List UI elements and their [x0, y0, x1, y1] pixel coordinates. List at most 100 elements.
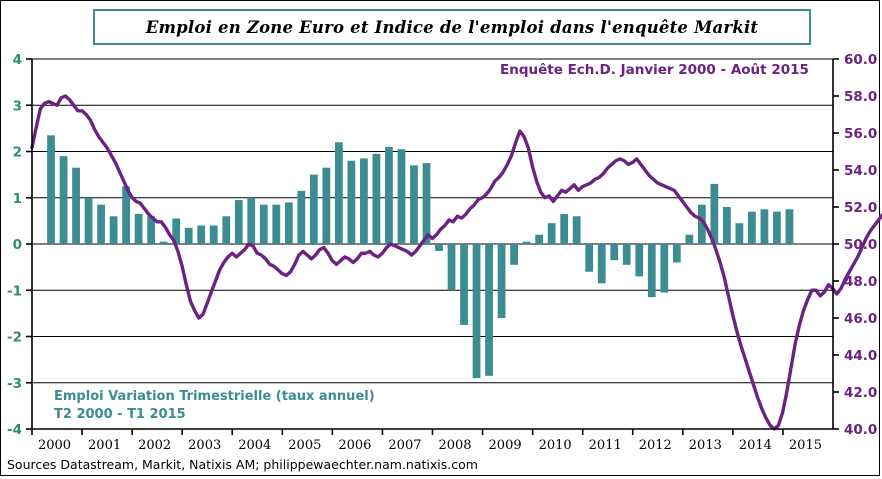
bar [197, 225, 206, 244]
bar [785, 209, 794, 244]
x-axis-tick-label: 2008 [438, 438, 471, 453]
bar [284, 202, 293, 244]
x-axis-tick-label: 2007 [388, 438, 421, 453]
bar [97, 204, 105, 244]
bar [560, 213, 569, 244]
right-axis-tick-label: 42.0 [844, 385, 877, 401]
bar [447, 244, 456, 291]
bar [510, 244, 518, 265]
right-axis-tick-label: 54.0 [844, 163, 877, 179]
bar [72, 167, 80, 244]
right-axis-tick-label: 40.0 [844, 422, 877, 438]
left-axis-tick-label: 1 [13, 191, 22, 207]
bar [234, 200, 243, 244]
bar [147, 216, 156, 244]
bar [748, 211, 756, 244]
bar [572, 216, 581, 244]
bar [222, 216, 231, 244]
bar [535, 234, 544, 244]
bar [372, 153, 381, 244]
bars-legend-line2: T2 2000 - T1 2015 [54, 407, 186, 422]
bar [635, 244, 644, 277]
survey-index-line [30, 94, 882, 431]
bar [672, 244, 681, 263]
left-axis-tick-label: -2 [7, 330, 22, 346]
bar [697, 204, 706, 244]
left-axis-tick-label: 4 [13, 52, 22, 68]
bar [735, 223, 744, 244]
right-axis-tick-label: 56.0 [844, 126, 877, 142]
bar [660, 244, 669, 293]
bar [485, 244, 493, 376]
x-axis-tick-label: 2015 [789, 438, 822, 453]
right-axis-tick-label: 58.0 [844, 89, 877, 105]
bar [547, 223, 556, 244]
x-axis-tick-label: 2006 [338, 438, 371, 453]
bar [322, 167, 331, 244]
x-axis-tick-label: 2003 [188, 438, 221, 453]
x-axis-tick-label: 2014 [739, 438, 772, 453]
bar [773, 211, 781, 244]
bars-legend-line1: Emploi Variation Trimestrielle (taux ann… [54, 389, 375, 404]
right-axis-tick-label: 60.0 [844, 52, 877, 68]
bar [685, 234, 694, 244]
bar [335, 142, 343, 244]
bar [309, 174, 318, 244]
bar [159, 241, 168, 244]
bar [385, 146, 393, 244]
right-axis-tick-label: 44.0 [844, 348, 877, 364]
bar [460, 244, 468, 325]
x-axis-tick-label: 2012 [639, 438, 672, 453]
source-note: Sources Datastream, Markit, Natixis AM; … [7, 457, 478, 472]
bar [134, 213, 143, 244]
bar [722, 207, 731, 244]
left-axis-tick-label: 2 [13, 145, 22, 161]
bar [184, 227, 193, 244]
bar [585, 244, 594, 272]
bar [422, 163, 431, 244]
bar [760, 209, 769, 244]
right-axis-tick-label: 46.0 [844, 311, 877, 327]
bar [59, 156, 68, 244]
bar [247, 197, 256, 244]
bar [522, 241, 531, 244]
bar [497, 244, 506, 318]
bars-series-legend: Emploi Variation Trimestrielle (taux ann… [54, 388, 375, 424]
bar [259, 204, 268, 244]
x-axis-tick-label: 2010 [539, 438, 572, 453]
bar [472, 244, 481, 379]
chart-title-box: Emploi en Zone Euro et Indice de l'emplo… [93, 9, 811, 45]
page-title: Emploi en Zone Euro et Indice de l'emplo… [145, 17, 759, 37]
x-axis-tick-label: 2005 [288, 438, 321, 453]
bar [435, 244, 443, 251]
bar [410, 165, 418, 244]
left-axis-tick-label: 3 [13, 98, 22, 114]
survey-period-annotation: Enquête Ech.D. Janvier 2000 - Août 2015 [500, 62, 809, 78]
left-axis-tick-label: -3 [7, 376, 22, 392]
bar [597, 244, 606, 284]
bar [610, 244, 619, 261]
x-axis-tick-label: 2004 [238, 438, 271, 453]
x-axis-tick-label: 2001 [88, 438, 121, 453]
bar [172, 218, 181, 244]
bar [347, 160, 356, 244]
left-axis-tick-label: -1 [7, 283, 22, 299]
right-axis-tick-label: 50.0 [844, 237, 877, 253]
bar [209, 225, 218, 244]
bar [297, 190, 306, 244]
right-axis-tick-label: 52.0 [844, 200, 877, 216]
bar [647, 244, 656, 298]
left-axis-tick-label: 0 [13, 237, 22, 253]
bar [622, 244, 631, 265]
bar [109, 216, 118, 244]
left-axis-tick-label: -4 [7, 422, 22, 438]
bar [360, 158, 368, 244]
bar [397, 149, 406, 244]
bar [84, 197, 93, 244]
x-axis-tick-label: 2000 [38, 438, 71, 453]
x-axis-tick-label: 2009 [489, 438, 522, 453]
bar [47, 135, 55, 244]
x-axis-tick-label: 2013 [689, 438, 722, 453]
